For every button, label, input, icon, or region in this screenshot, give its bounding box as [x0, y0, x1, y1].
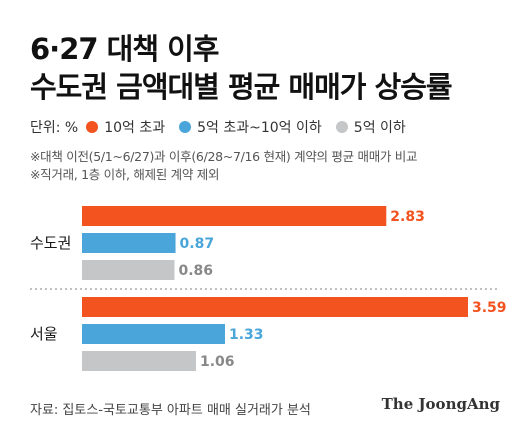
title-line-2: 수도권 금액대별 평균 매매가 상승률 [30, 70, 453, 104]
category-label: 수도권 [30, 234, 71, 252]
unit-label: 단위: % [30, 120, 79, 136]
footnote-2: ※직거래, 1층 이하, 해제된 계약 제외 [30, 167, 220, 182]
legend-dot-orange [86, 121, 99, 133]
title-line-1: 6·27 대책 이후 [30, 32, 219, 66]
legend-item-over-1b: 10억 초과 [86, 117, 165, 137]
legend-label: 5억 이하 [353, 120, 406, 136]
value-label: 2.83 [390, 209, 425, 225]
footnote-1: ※대책 이전(5/1~6/27)과 이후(6/28~7/16 현재) 계약의 평… [30, 149, 418, 164]
bar-capital-area-series-0 [82, 206, 387, 226]
bar-seoul-series-0 [82, 297, 468, 317]
bar-capital-area-series-1 [82, 233, 176, 253]
value-label: 1.06 [200, 354, 235, 370]
value-label: 0.86 [178, 263, 213, 279]
value-label: 0.87 [180, 236, 215, 252]
legend-dot-blue [179, 121, 192, 133]
value-label: 1.33 [229, 327, 264, 343]
legend: 단위: % 10억 초과 5억 초과~10억 이하 5억 이하 [30, 117, 420, 137]
legend-item-500m-1b: 5억 초과~10억 이하 [179, 117, 322, 137]
value-label: 3.59 [472, 300, 507, 316]
category-label: 서울 [30, 325, 58, 343]
legend-dot-gray [335, 121, 348, 133]
bar-capital-area-series-2 [82, 260, 175, 280]
bar-seoul-series-2 [82, 351, 196, 371]
legend-label: 10억 초과 [104, 120, 166, 136]
source-note: 자료: 집토스-국토교통부 아파트 매매 실거래가 분석 [30, 403, 311, 418]
bar-seoul-series-1 [82, 324, 226, 344]
brand-logo: The JoongAng [381, 395, 500, 413]
chart-title: 6·27 대책 이후 수도권 금액대별 평균 매매가 상승률 [30, 30, 453, 106]
legend-item-under-500m: 5억 이하 [335, 117, 406, 137]
legend-label: 5억 초과~10억 이하 [197, 120, 322, 136]
